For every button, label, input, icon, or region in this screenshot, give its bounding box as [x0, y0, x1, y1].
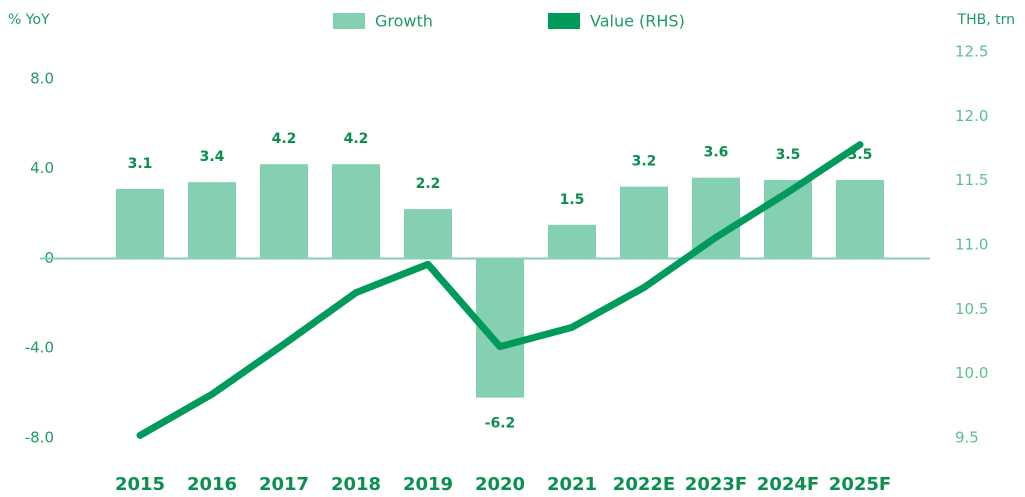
bar: [188, 182, 236, 259]
y2-axis-label: THB, trn: [957, 12, 1015, 28]
data-label: 1.5: [560, 192, 585, 208]
legend-label: Growth: [375, 12, 433, 31]
x-tick-label: 2020: [475, 474, 525, 495]
data-label: 4.2: [344, 131, 369, 147]
x-tick-label: 2016: [187, 474, 237, 495]
y2-tick-label: 11.0: [955, 236, 988, 254]
y2-tick-label: 11.5: [955, 171, 988, 189]
bar: [620, 186, 668, 259]
y2-tick-label: 10.0: [955, 364, 988, 382]
bar: [332, 164, 380, 259]
x-tick-label: 2025F: [829, 474, 891, 495]
data-label: 4.2: [272, 131, 297, 147]
legend-swatch: [548, 13, 580, 29]
x-tick-label: 2024F: [757, 474, 819, 495]
y2-tick-label: 12.5: [955, 43, 988, 61]
x-tick-label: 2022E: [613, 474, 675, 495]
x-tick-label: 2017: [259, 474, 309, 495]
data-label: 3.6: [704, 145, 729, 161]
x-tick-label: 2018: [331, 474, 381, 495]
y-tick-label: 4.0: [30, 159, 54, 177]
legend-swatch: [333, 13, 365, 29]
data-label: 3.4: [200, 149, 225, 165]
y-axis-label: % YoY: [8, 12, 50, 28]
data-label: 2.2: [416, 176, 441, 192]
x-tick-label: 2021: [547, 474, 597, 495]
x-tick-label: 2023F: [685, 474, 747, 495]
y2-tick-label: 12.0: [955, 107, 988, 125]
y-tick-label: 8.0: [30, 69, 54, 87]
y2-tick-label: 9.5: [955, 429, 979, 447]
legend-label: Value (RHS): [590, 12, 685, 31]
x-tick-label: 2015: [115, 474, 165, 495]
data-label: 3.2: [632, 154, 657, 170]
bar: [116, 188, 164, 259]
bar: [404, 209, 452, 259]
bar: [260, 164, 308, 259]
data-label: 3.5: [776, 147, 801, 163]
line: [136, 141, 864, 439]
data-label: -6.2: [485, 416, 516, 432]
bar: [836, 179, 884, 259]
y2-tick-label: 10.5: [955, 300, 988, 318]
y-tick-label: -8.0: [25, 429, 54, 447]
y-tick-label: -4.0: [25, 339, 54, 357]
x-tick-label: 2019: [403, 474, 453, 495]
bar: [548, 224, 596, 259]
data-label: 3.1: [128, 156, 153, 172]
